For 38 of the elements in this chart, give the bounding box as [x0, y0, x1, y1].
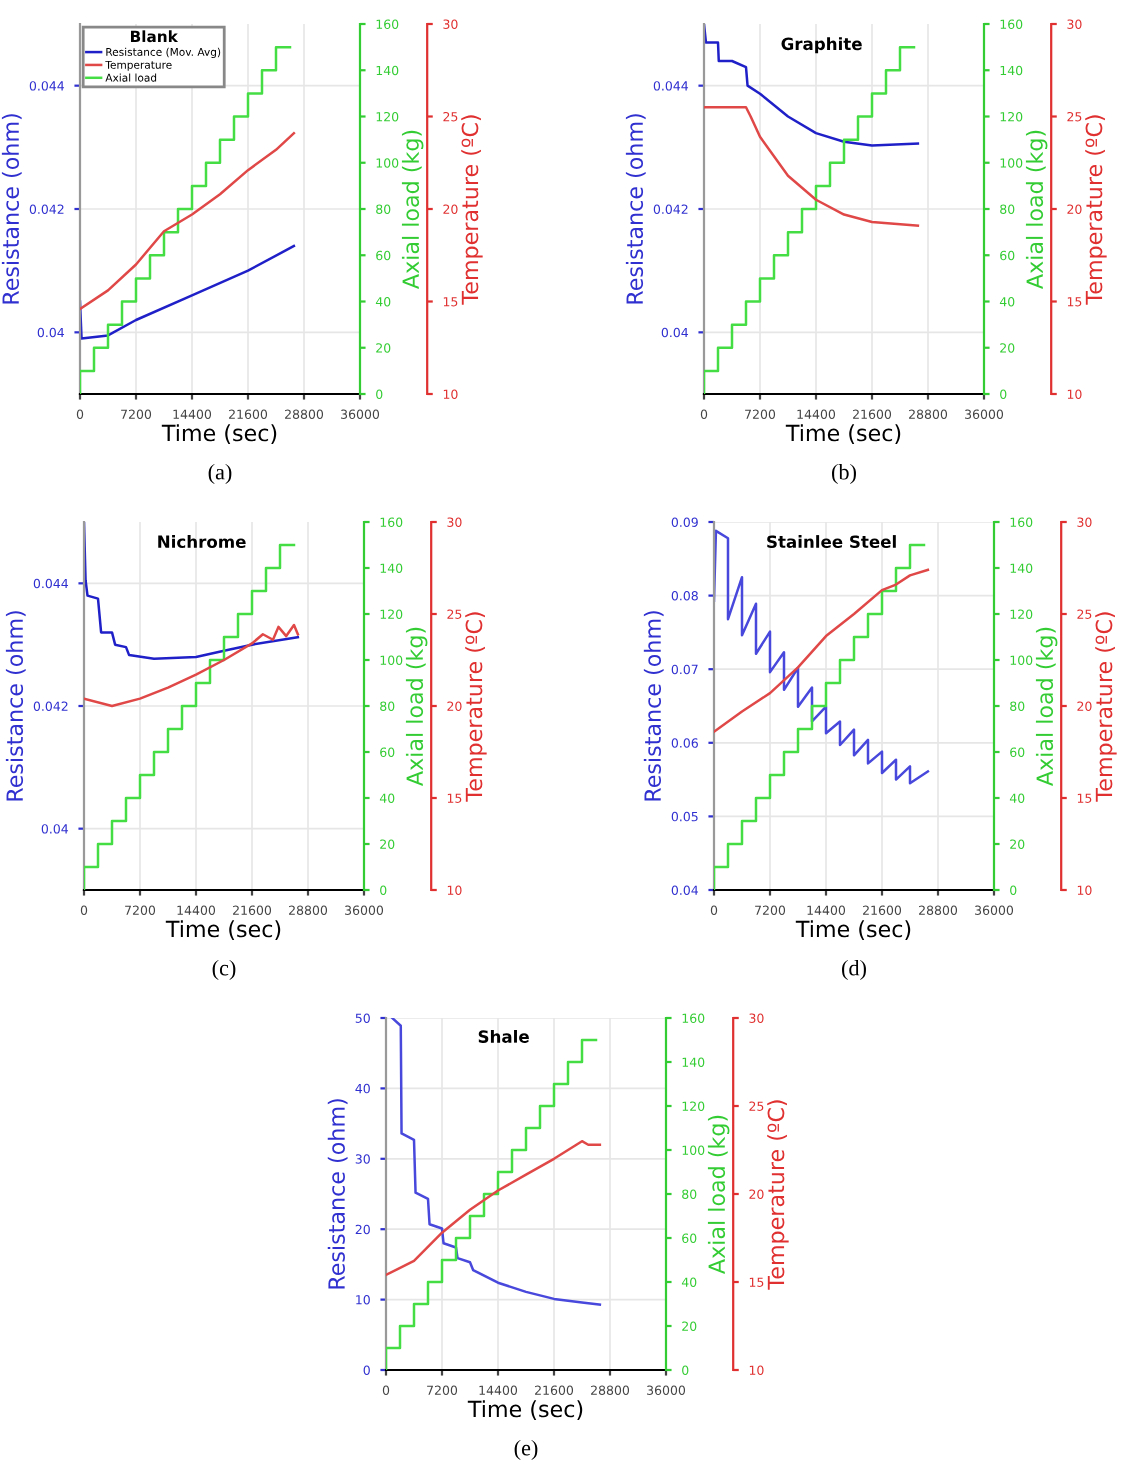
line-series: [80, 244, 296, 340]
y-axis-title: Resistance (ohm): [327, 1099, 348, 1289]
text: (c): [212, 959, 236, 981]
y3-axis-title: Temperature (ºC): [1085, 115, 1107, 305]
y-axis-title: Resistance (ohm): [5, 611, 26, 801]
text: Stainlee Steel: [767, 535, 896, 548]
line-series: [714, 529, 930, 785]
y3-axis-title: Temperature (ºC): [1095, 612, 1117, 802]
line-series: [390, 1018, 602, 1306]
y2-axis-title: Axial load (kg): [1025, 130, 1048, 289]
text: (e): [514, 1439, 538, 1461]
y2-axis-title: Axial load (kg): [405, 627, 428, 786]
x-axis-title: Time (sec): [785, 424, 901, 444]
y3-axis-title: Temperature (ºC): [767, 1100, 789, 1290]
y3-axis-title: Temperature (ºC): [461, 115, 483, 305]
y-axis-title: Resistance (ohm): [643, 611, 664, 801]
line-series: [704, 24, 920, 147]
text: (b): [832, 463, 856, 485]
y3-axis-title: Temperature (ºC): [465, 612, 487, 802]
line-series: [386, 1139, 602, 1277]
x-axis-title: Time (sec): [161, 424, 277, 444]
x-axis-title: Time (sec): [165, 920, 281, 940]
y2-axis-title: Axial load (kg): [707, 1115, 730, 1274]
line-series: [84, 623, 300, 708]
x-axis-title: Time (sec): [795, 920, 911, 940]
y-axis-title: Resistance (ohm): [1, 114, 22, 304]
y2-axis-title: Axial load (kg): [401, 130, 424, 289]
text: Nichrome: [158, 535, 246, 548]
y2-axis-title: Axial load (kg): [1035, 627, 1058, 786]
text: Graphite: [781, 37, 862, 54]
text: (d): [842, 959, 866, 981]
text: (a): [208, 463, 232, 485]
text: Shale: [478, 1029, 529, 1043]
line-series: [714, 568, 930, 734]
line-series: [704, 106, 920, 227]
x-axis-title: Time (sec): [467, 1400, 583, 1420]
line-series: [80, 131, 296, 311]
y-axis-title: Resistance (ohm): [625, 114, 646, 304]
